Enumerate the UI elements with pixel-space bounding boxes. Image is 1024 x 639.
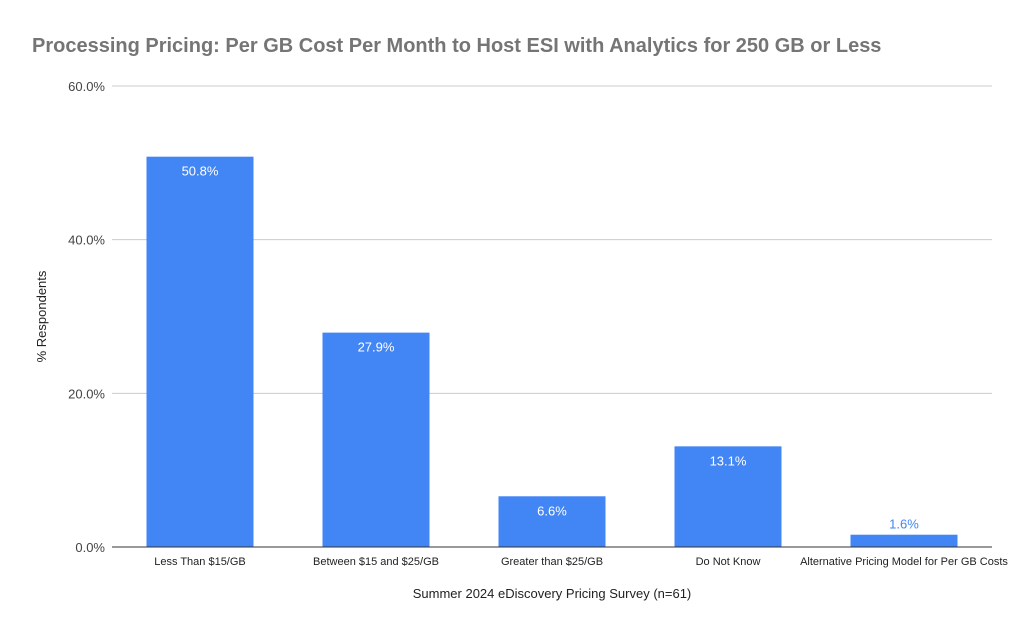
bar (146, 156, 254, 548)
x-axis-title: Summer 2024 eDiscovery Pricing Survey (n… (413, 586, 692, 601)
bar (322, 332, 430, 547)
data-label: 6.6% (537, 503, 567, 518)
x-axis-categories: Less Than $15/GB Between $15 and $25/GB Gr… (154, 556, 1008, 568)
data-label: 1.6% (889, 517, 919, 532)
y-axis-title: % Respondents (34, 270, 49, 362)
y-axis-ticks: 0.0% 20.0% 40.0% 60.0% (68, 79, 105, 555)
x-category-label: Alternative Pricing Model for Per GB Cos… (800, 556, 1008, 568)
x-category-label: Between $15 and $25/GB (313, 556, 439, 568)
chart-title: Processing Pricing: Per GB Cost Per Mont… (32, 35, 881, 57)
x-category-label: Greater than $25/GB (501, 556, 603, 568)
data-label: 50.8% (182, 164, 219, 179)
y-tick-label: 60.0% (68, 79, 105, 94)
bar (674, 446, 782, 547)
data-label: 13.1% (710, 453, 747, 468)
x-category-label: Less Than $15/GB (154, 556, 246, 568)
bar (850, 534, 958, 547)
data-label: 27.9% (358, 340, 395, 355)
y-tick-label: 0.0% (75, 540, 105, 555)
data-labels: 50.8% 27.9% 6.6% 13.1% 1.6% (182, 164, 920, 532)
y-tick-label: 40.0% (68, 233, 105, 248)
bar (498, 496, 606, 547)
x-category-label: Do Not Know (696, 556, 761, 568)
bars (146, 156, 958, 548)
gridlines (112, 85, 992, 394)
y-tick-label: 20.0% (68, 386, 105, 401)
